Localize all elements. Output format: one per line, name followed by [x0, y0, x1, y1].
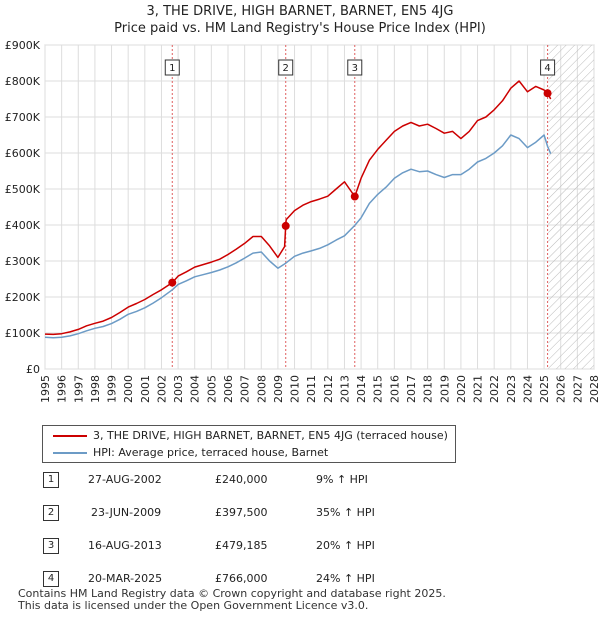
x-tick-label: 2014	[355, 375, 368, 403]
x-tick-label: 2028	[588, 375, 600, 403]
x-tick-label: 2015	[372, 375, 385, 403]
x-tick-label: 2005	[205, 375, 218, 403]
legend-item-hpi: HPI: Average price, terraced house, Barn…	[53, 445, 328, 461]
chart-legend: 3, THE DRIVE, HIGH BARNET, BARNET, EN5 4…	[42, 425, 456, 463]
x-tick-label: 2007	[239, 375, 252, 403]
footer-attribution: Contains HM Land Registry data © Crown c…	[18, 588, 446, 612]
x-tick-label: 1997	[72, 375, 85, 403]
sale-row: 2 23-JUN-2009 £397,500 35% ↑ HPI	[0, 503, 600, 523]
sale-number: 3	[43, 538, 59, 554]
sale-label-box	[540, 59, 556, 76]
y-tick-label: £0	[26, 363, 40, 376]
x-tick-label: 2021	[472, 375, 485, 403]
legend-swatch-property	[53, 435, 87, 437]
x-tick-label: 2011	[305, 375, 318, 403]
x-tick-label: 1995	[39, 375, 52, 403]
property-series-line	[44, 80, 552, 336]
footer-line-2: This data is licensed under the Open Gov…	[18, 599, 369, 612]
x-tick-label: 2027	[571, 375, 584, 403]
sale-price: £766,000	[215, 572, 268, 585]
chart-title: 3, THE DRIVE, HIGH BARNET, BARNET, EN5 4…	[146, 4, 454, 19]
y-tick-label: £400K	[5, 219, 41, 232]
x-tick-label: 1999	[106, 375, 119, 403]
x-tick-label: 2012	[322, 375, 335, 403]
sale-label-number: 1	[169, 63, 175, 74]
sale-number: 4	[43, 571, 59, 587]
legend-label-property: 3, THE DRIVE, HIGH BARNET, BARNET, EN5 4…	[93, 429, 448, 442]
legend-swatch-hpi	[53, 452, 87, 454]
y-tick-label: £700K	[5, 111, 41, 124]
x-tick-label: 2010	[289, 375, 302, 403]
sale-row: 3 16-AUG-2013 £479,185 20% ↑ HPI	[0, 536, 600, 556]
sale-row: 4 20-MAR-2025 £766,000 24% ↑ HPI	[0, 569, 600, 589]
y-tick-label: £900K	[5, 39, 41, 52]
x-tick-label: 2026	[555, 375, 568, 403]
sale-label-number: 3	[352, 63, 358, 74]
sale-price: £240,000	[215, 473, 268, 486]
sale-hpi-change: 9% ↑ HPI	[316, 473, 368, 486]
y-tick-label: £800K	[5, 75, 41, 88]
sale-label-box	[164, 59, 180, 76]
x-tick-label: 2004	[189, 375, 202, 403]
sale-marker	[281, 221, 290, 230]
x-tick-label: 2013	[338, 375, 351, 403]
sale-date: 16-AUG-2013	[88, 539, 162, 552]
y-tick-label: £100K	[5, 327, 41, 340]
x-tick-label: 2000	[122, 375, 135, 403]
sale-hpi-change: 35% ↑ HPI	[316, 506, 375, 519]
x-tick-label: 2019	[438, 375, 451, 403]
sale-date: 27-AUG-2002	[88, 473, 162, 486]
x-tick-label: 2016	[388, 375, 401, 403]
y-tick-label: £300K	[5, 255, 41, 268]
x-tick-label: 2018	[422, 375, 435, 403]
x-tick-label: 2003	[172, 375, 185, 403]
sale-label-box	[278, 59, 294, 76]
sale-price: £479,185	[215, 539, 268, 552]
plot-area	[44, 44, 595, 370]
sale-date: 20-MAR-2025	[88, 572, 163, 585]
sale-price: £397,500	[215, 506, 268, 519]
x-tick-label: 2002	[155, 375, 168, 403]
x-tick-label: 2023	[505, 375, 518, 403]
legend-item-property: 3, THE DRIVE, HIGH BARNET, BARNET, EN5 4…	[53, 428, 448, 444]
x-tick-label: 1996	[56, 375, 69, 403]
y-tick-label: £600K	[5, 147, 41, 160]
y-tick-label: £500K	[5, 183, 41, 196]
sale-label-number: 4	[544, 63, 550, 74]
sale-date: 23-JUN-2009	[91, 506, 162, 519]
sale-marker	[168, 278, 177, 287]
x-tick-label: 1998	[89, 375, 102, 403]
x-tick-label: 2022	[488, 375, 501, 403]
x-tick-label: 2025	[538, 375, 551, 403]
legend-label-hpi: HPI: Average price, terraced house, Barn…	[93, 446, 329, 459]
sale-marker	[350, 192, 359, 201]
x-tick-label: 2020	[455, 375, 468, 403]
y-tick-label: £200K	[5, 291, 41, 304]
x-tick-label: 2024	[521, 375, 534, 403]
sale-hpi-change: 20% ↑ HPI	[316, 539, 375, 552]
x-tick-label: 2001	[139, 375, 152, 403]
hpi-series-line	[44, 134, 552, 339]
x-tick-label: 2008	[255, 375, 268, 403]
forecast-hatch-area	[548, 45, 594, 369]
chart-subtitle: Price paid vs. HM Land Registry's House …	[114, 21, 486, 36]
sale-number: 1	[43, 472, 59, 488]
sale-marker	[543, 89, 552, 98]
footer-line-1: Contains HM Land Registry data © Crown c…	[18, 587, 446, 600]
x-tick-label: 2009	[272, 375, 285, 403]
sale-row: 1 27-AUG-2002 £240,000 9% ↑ HPI	[0, 470, 600, 490]
sale-label-number: 2	[283, 63, 289, 74]
sale-hpi-change: 24% ↑ HPI	[316, 572, 375, 585]
x-tick-label: 2006	[222, 375, 235, 403]
sale-label-box	[347, 59, 363, 76]
price-chart: 1 2 3 4 £0 £100K £200K £300K £400K £500K £600K £70…	[5, 39, 600, 403]
sale-number: 2	[43, 505, 59, 521]
x-tick-label: 2017	[405, 375, 418, 403]
